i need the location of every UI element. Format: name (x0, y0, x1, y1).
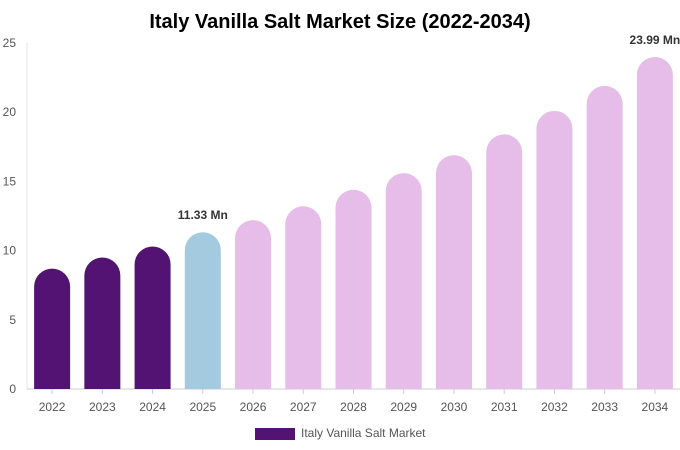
x-tick-label: 2030 (441, 400, 468, 414)
bar-2022[interactable] (34, 268, 71, 389)
bar-2027[interactable] (285, 206, 322, 389)
bar-2026[interactable] (235, 220, 272, 389)
bar-2031[interactable] (486, 134, 523, 389)
y-tick-label: 20 (3, 105, 17, 119)
legend-swatch (255, 428, 295, 440)
bar-2033[interactable] (586, 85, 623, 390)
x-tick-label: 2023 (89, 400, 116, 414)
x-tick-label: 2025 (189, 400, 216, 414)
legend-label: Italy Vanilla Salt Market (301, 426, 426, 440)
y-tick-label: 25 (3, 36, 17, 50)
x-tick-label: 2033 (591, 400, 618, 414)
bar-2023[interactable] (84, 257, 121, 389)
x-tick-label: 2032 (541, 400, 568, 414)
x-tick-label: 2034 (642, 400, 669, 414)
data-label: 11.33 Mn (178, 208, 228, 222)
y-tick-label: 5 (9, 313, 16, 327)
y-axis: 0 5 10 15 20 25 (3, 36, 28, 396)
x-tick-label: 2028 (340, 400, 367, 414)
x-tick-label: 2024 (139, 400, 166, 414)
bar-2029[interactable] (385, 173, 422, 389)
y-tick-label: 0 (9, 382, 16, 396)
legend[interactable]: Italy Vanilla Salt Market (255, 426, 426, 440)
y-tick-label: 15 (3, 174, 17, 188)
x-tick-label: 2031 (491, 400, 518, 414)
bar-2028[interactable] (335, 189, 372, 389)
bar-2024[interactable] (134, 246, 171, 389)
y-tick-label: 10 (3, 244, 17, 258)
x-tick-label: 2029 (390, 400, 417, 414)
bar-2032[interactable] (536, 110, 573, 390)
data-label: 23.99 Mn (630, 33, 680, 47)
x-tick-label: 2027 (290, 400, 317, 414)
x-axis: 2022 2023 2024 2025 2026 2027 2028 2029 2030 2031… (27, 388, 680, 414)
bar-2025[interactable] (184, 232, 221, 389)
bar-2030[interactable] (435, 155, 472, 389)
chart-title: Italy Vanilla Salt Market Size (2022-203… (149, 11, 530, 33)
bar-2034[interactable] (636, 56, 673, 390)
bars (34, 56, 673, 390)
x-tick-label: 2022 (39, 400, 66, 414)
x-tick-label: 2026 (240, 400, 267, 414)
data-labels: 11.33 Mn 23.99 Mn (178, 33, 680, 222)
